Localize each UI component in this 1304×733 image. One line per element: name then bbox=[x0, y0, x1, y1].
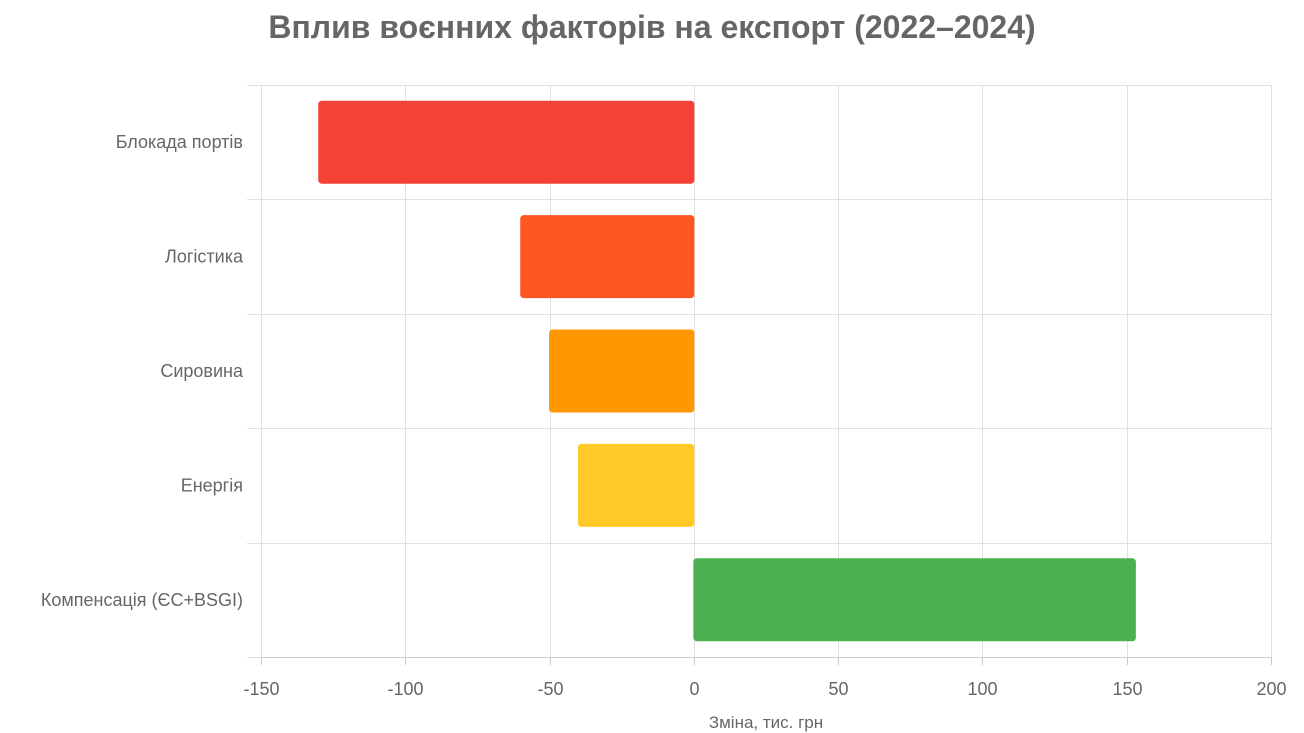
bar bbox=[549, 329, 695, 413]
x-tick-label: 50 bbox=[828, 679, 848, 699]
bar bbox=[318, 100, 695, 184]
x-tick-label: 150 bbox=[1112, 679, 1142, 699]
bars-layer bbox=[318, 100, 1136, 642]
bar bbox=[577, 443, 695, 527]
y-category-label: Блокада портів bbox=[116, 132, 243, 152]
grid-layer bbox=[247, 85, 1272, 665]
y-category-label: Логістика bbox=[165, 247, 244, 267]
bar bbox=[520, 215, 695, 299]
x-axis-title: Зміна, тис. грн bbox=[709, 713, 823, 732]
y-category-label: Компенсація (ЄС+BSGI) bbox=[41, 590, 243, 610]
x-tick-label: -50 bbox=[537, 679, 563, 699]
x-tick-label: 0 bbox=[689, 679, 699, 699]
bar bbox=[693, 558, 1136, 642]
chart-title: Вплив воєнних факторів на експорт (2022–… bbox=[268, 9, 1035, 45]
y-category-label: Сировина bbox=[160, 361, 244, 381]
y-category-label: Енергія bbox=[181, 475, 243, 495]
labels-layer: -150 -100 -50 0 50 100 150 200 Блокада портів Лог… bbox=[41, 132, 1287, 699]
x-tick-label: 200 bbox=[1256, 679, 1286, 699]
x-tick-label: -100 bbox=[387, 679, 423, 699]
x-tick-label: 100 bbox=[967, 679, 997, 699]
x-tick-label: -150 bbox=[243, 679, 279, 699]
